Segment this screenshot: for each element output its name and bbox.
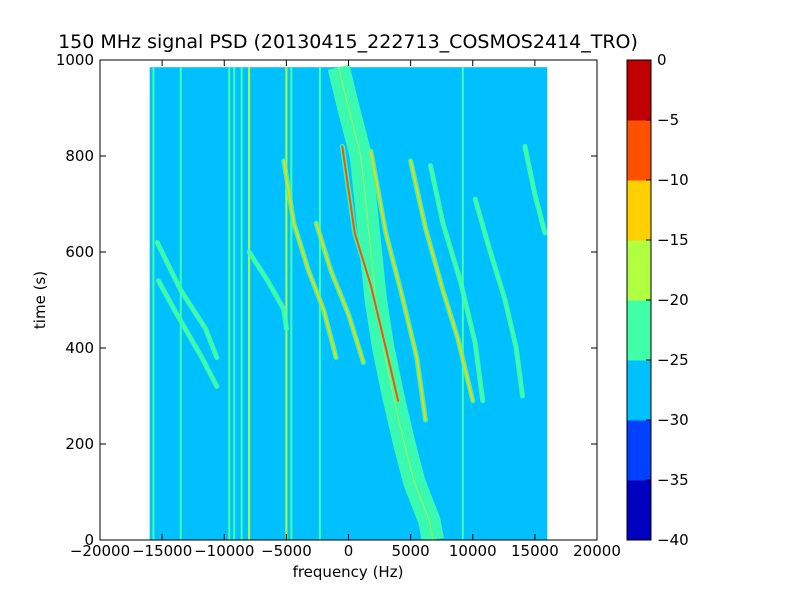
- x-tick-label: −5000: [261, 542, 312, 560]
- drifting-signal: [369, 150, 427, 421]
- colorbar: −40 −35 −30 −25 −20 −15 −10 −5 0: [626, 51, 689, 549]
- x-tick-label: 20000: [573, 542, 621, 560]
- colorbar-tick-label: −5: [657, 111, 679, 129]
- colorbar-tick-label: −30: [657, 411, 689, 429]
- drifting-signal: [315, 222, 365, 364]
- colorbar-segment: [627, 300, 651, 361]
- colorbar-segment: [627, 480, 651, 541]
- colorbar-tick-label: 0: [657, 51, 667, 69]
- colorbar-tick-label: −10: [657, 171, 689, 189]
- spectrogram-heatmap: [149, 64, 548, 540]
- colorbar-tick-label: −25: [657, 351, 689, 369]
- chart-title: 150 MHz signal PSD (20130415_222713_COSM…: [58, 31, 638, 53]
- x-tick-label: −10000: [194, 542, 254, 560]
- x-tick-label: 15000: [511, 542, 559, 560]
- x-tick-label: −20000: [70, 542, 130, 560]
- y-tick-label: 600: [65, 243, 94, 261]
- y-tick-label: 400: [65, 339, 94, 357]
- colorbar-tick-label: −40: [657, 531, 689, 549]
- y-tick-label: 800: [65, 147, 94, 165]
- x-tick-label: 0: [344, 542, 354, 560]
- x-tick-label: 5000: [392, 542, 430, 560]
- x-tick-label: −15000: [132, 542, 192, 560]
- drifting-signal: [157, 279, 218, 388]
- y-tick-label: 0: [84, 531, 94, 549]
- colorbar-tick-label: −35: [657, 471, 689, 489]
- colorbar-segment: [627, 420, 651, 481]
- colorbar-segment: [627, 180, 651, 241]
- colorbar-tick-label: −15: [657, 231, 689, 249]
- drifting-signal: [341, 145, 400, 402]
- drifting-signal: [474, 198, 524, 397]
- x-axis: −20000 −15000 −10000 −5000 0 5000 10000 15000 20…: [70, 60, 621, 560]
- colorbar-segment: [627, 120, 651, 181]
- drifting-signal: [429, 164, 484, 402]
- drifting-signal: [156, 241, 218, 359]
- colorbar-tick-label: −20: [657, 291, 689, 309]
- colorbar-segment: [627, 360, 651, 421]
- drifting-signal: [523, 145, 546, 234]
- y-axis: 0 200 400 600 800 1000: [56, 51, 597, 549]
- drifting-signal: [248, 251, 288, 330]
- x-tick-label: 10000: [449, 542, 497, 560]
- drifting-signal: [282, 159, 338, 359]
- x-axis-label: frequency (Hz): [293, 563, 404, 581]
- y-tick-label: 1000: [56, 51, 94, 69]
- y-axis-label: time (s): [31, 271, 49, 329]
- drifting-signal: [409, 159, 474, 402]
- y-tick-label: 200: [65, 435, 94, 453]
- colorbar-segment: [627, 240, 651, 301]
- colorbar-segment: [627, 60, 651, 121]
